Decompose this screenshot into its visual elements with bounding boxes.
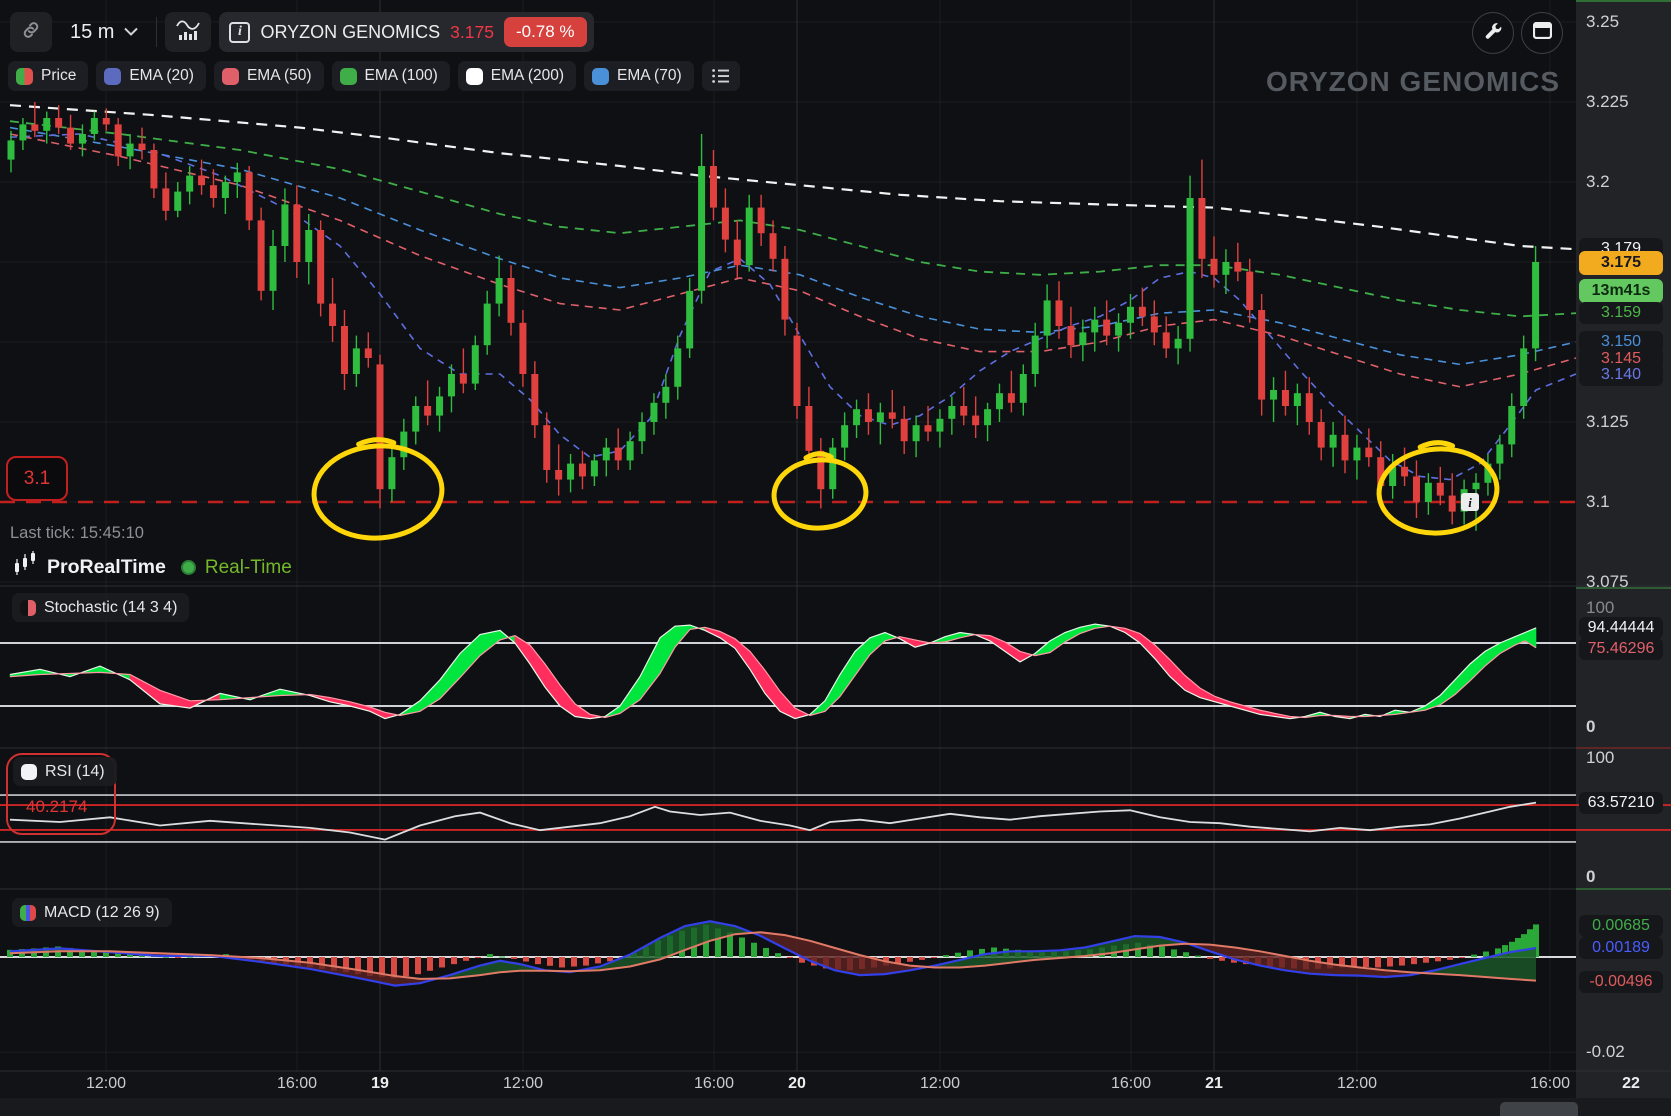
legend-item-ema-50[interactable]: EMA (50) [213, 61, 324, 91]
legend-label: EMA (20) [129, 67, 194, 84]
svg-text:i: i [1468, 495, 1472, 510]
realtime-status-dot [180, 560, 196, 575]
macd-title: MACD (12 26 9) [44, 903, 160, 921]
legend-item-ema-200[interactable]: EMA (200) [457, 61, 577, 91]
ema-swatch-icon [465, 67, 483, 85]
instrument-name: ORYZON GENOMICS [260, 21, 441, 42]
rsi-icon [21, 763, 37, 780]
legend-label: EMA (50) [246, 67, 312, 84]
provider-row: ProRealTime Real-Time [12, 551, 292, 584]
time-axis-label: 12:00 [502, 1075, 544, 1092]
price-axis-label: 3.125 [1586, 412, 1629, 431]
legend-item-ema-100[interactable]: EMA (100) [331, 61, 450, 91]
price-axis-badge: 75.46296 [1579, 638, 1663, 660]
price-axis-label: -0.02 [1586, 1042, 1625, 1061]
stochastic-icon [20, 599, 36, 616]
price-axis-badge: 3.175 [1579, 251, 1663, 275]
annotation-circle [311, 437, 445, 541]
price-axis-badge: 3.150 [1579, 331, 1663, 353]
indicator-legend: Price EMA (20) EMA (50) EMA (100) EMA (200) E… [8, 61, 740, 91]
price-axis-badge: 13m41s [1579, 279, 1663, 303]
link-charts-button[interactable] [10, 12, 52, 52]
legend-label: EMA (70) [617, 67, 682, 84]
timeframe-value: 15 m [70, 20, 115, 43]
realtime-status-label: Real-Time [204, 556, 292, 578]
list-icon [712, 69, 730, 83]
time-axis-label: 20 [788, 1075, 806, 1092]
legend-item-ema-70[interactable]: EMA (70) [584, 61, 694, 91]
wrench-icon [1483, 21, 1503, 46]
legend-label: EMA (100) [364, 67, 438, 84]
price-axis-label: 3.225 [1586, 92, 1629, 111]
price-axis-label: 3.075 [1586, 572, 1629, 591]
time-axis-label: 22 [1622, 1075, 1640, 1092]
indicator-list-button[interactable] [701, 61, 740, 91]
rsi-alert-annotation [6, 753, 116, 835]
time-axis-label: 16:00 [276, 1075, 318, 1092]
ema-swatch-icon [339, 67, 357, 85]
timeframe-selector[interactable]: 15 m [60, 12, 148, 52]
time-axis-label: 12:00 [919, 1075, 961, 1092]
ema-swatch-icon [221, 67, 239, 85]
price-axis-badge: 0.00685 [1579, 915, 1663, 937]
axis-settings-button[interactable] [1500, 1102, 1578, 1116]
price-axis-label: 3.25 [1586, 12, 1620, 31]
time-axis-label: 12:00 [1336, 1075, 1378, 1092]
stochastic-header[interactable]: Stochastic (14 3 4) [12, 593, 190, 622]
window-frame-icon [1532, 21, 1552, 44]
rsi-alert-value: 40.2174 [26, 797, 88, 816]
toolbar-divider [156, 17, 158, 47]
price-axis-label: 0 [1586, 867, 1596, 886]
macd-header[interactable]: MACD (12 26 9) [12, 898, 172, 927]
legend-label: EMA (200) [490, 67, 565, 84]
top-toolbar: 15 m i ORYZON GENOMICS 3.175 -0.78 % [10, 12, 594, 52]
instrument-info-bar[interactable]: i ORYZON GENOMICS 3.175 -0.78 % [219, 12, 594, 52]
info-icon: i [229, 21, 251, 43]
price-axis-label: 0 [1586, 717, 1596, 736]
price-axis-badge: 3.159 [1579, 302, 1663, 324]
time-axis-label: 16:00 [693, 1075, 735, 1092]
price-axis-badge: 94.44444 [1579, 617, 1663, 639]
annotation-circle [1376, 440, 1500, 536]
time-axis-label: 16:00 [1529, 1075, 1571, 1092]
price-swatch-icon [16, 67, 33, 85]
time-axis-label: 19 [371, 1075, 389, 1092]
price-alert-badge[interactable]: 3.1 [6, 456, 68, 501]
chart-style-icon [175, 18, 201, 47]
legend-item-price[interactable]: Price [8, 61, 89, 91]
price-axis-label: 100 [1586, 748, 1615, 767]
price-axis-badge: 3.140 [1579, 364, 1663, 386]
change-badge: -0.78 % [503, 17, 587, 47]
price-axis-label: 3.2 [1586, 172, 1610, 191]
rsi-title: RSI (14) [45, 762, 105, 780]
price-axis-badge: 63.57210 [1579, 792, 1663, 814]
price-axis-label: 3.1 [1586, 492, 1610, 511]
candlestick-logo-icon [12, 551, 38, 584]
chain-link-icon [21, 20, 41, 45]
time-axis-label: 12:00 [85, 1075, 127, 1092]
rsi-header[interactable]: RSI (14) [13, 757, 117, 786]
legend-item-ema-20[interactable]: EMA (20) [96, 61, 206, 91]
fullscreen-button[interactable] [1521, 12, 1563, 54]
alert-info-icon[interactable]: i [1461, 493, 1479, 511]
chevron-down-icon [124, 23, 139, 41]
chart-settings-button[interactable] [1472, 12, 1514, 54]
ema-swatch-icon [592, 67, 610, 85]
legend-label: Price [41, 67, 77, 84]
time-axis-label: 16:00 [1110, 1075, 1152, 1092]
stochastic-title: Stochastic (14 3 4) [44, 598, 178, 616]
last-tick-label: Last tick: 15:45:10 [10, 524, 144, 542]
price-axis-label: 100 [1586, 598, 1615, 617]
symbol-watermark: ORYZON GENOMICS [1266, 66, 1560, 97]
macd-icon [20, 904, 36, 921]
instrument-price: 3.175 [450, 21, 494, 42]
price-axis-badge: 0.00189 [1579, 937, 1663, 959]
time-axis-label: 21 [1205, 1075, 1223, 1092]
provider-name: ProRealTime [47, 556, 166, 578]
annotation-circle [771, 451, 869, 531]
price-axis-badge: -0.00496 [1579, 971, 1663, 993]
ema-swatch-icon [104, 67, 122, 85]
chart-type-button[interactable] [165, 12, 212, 52]
